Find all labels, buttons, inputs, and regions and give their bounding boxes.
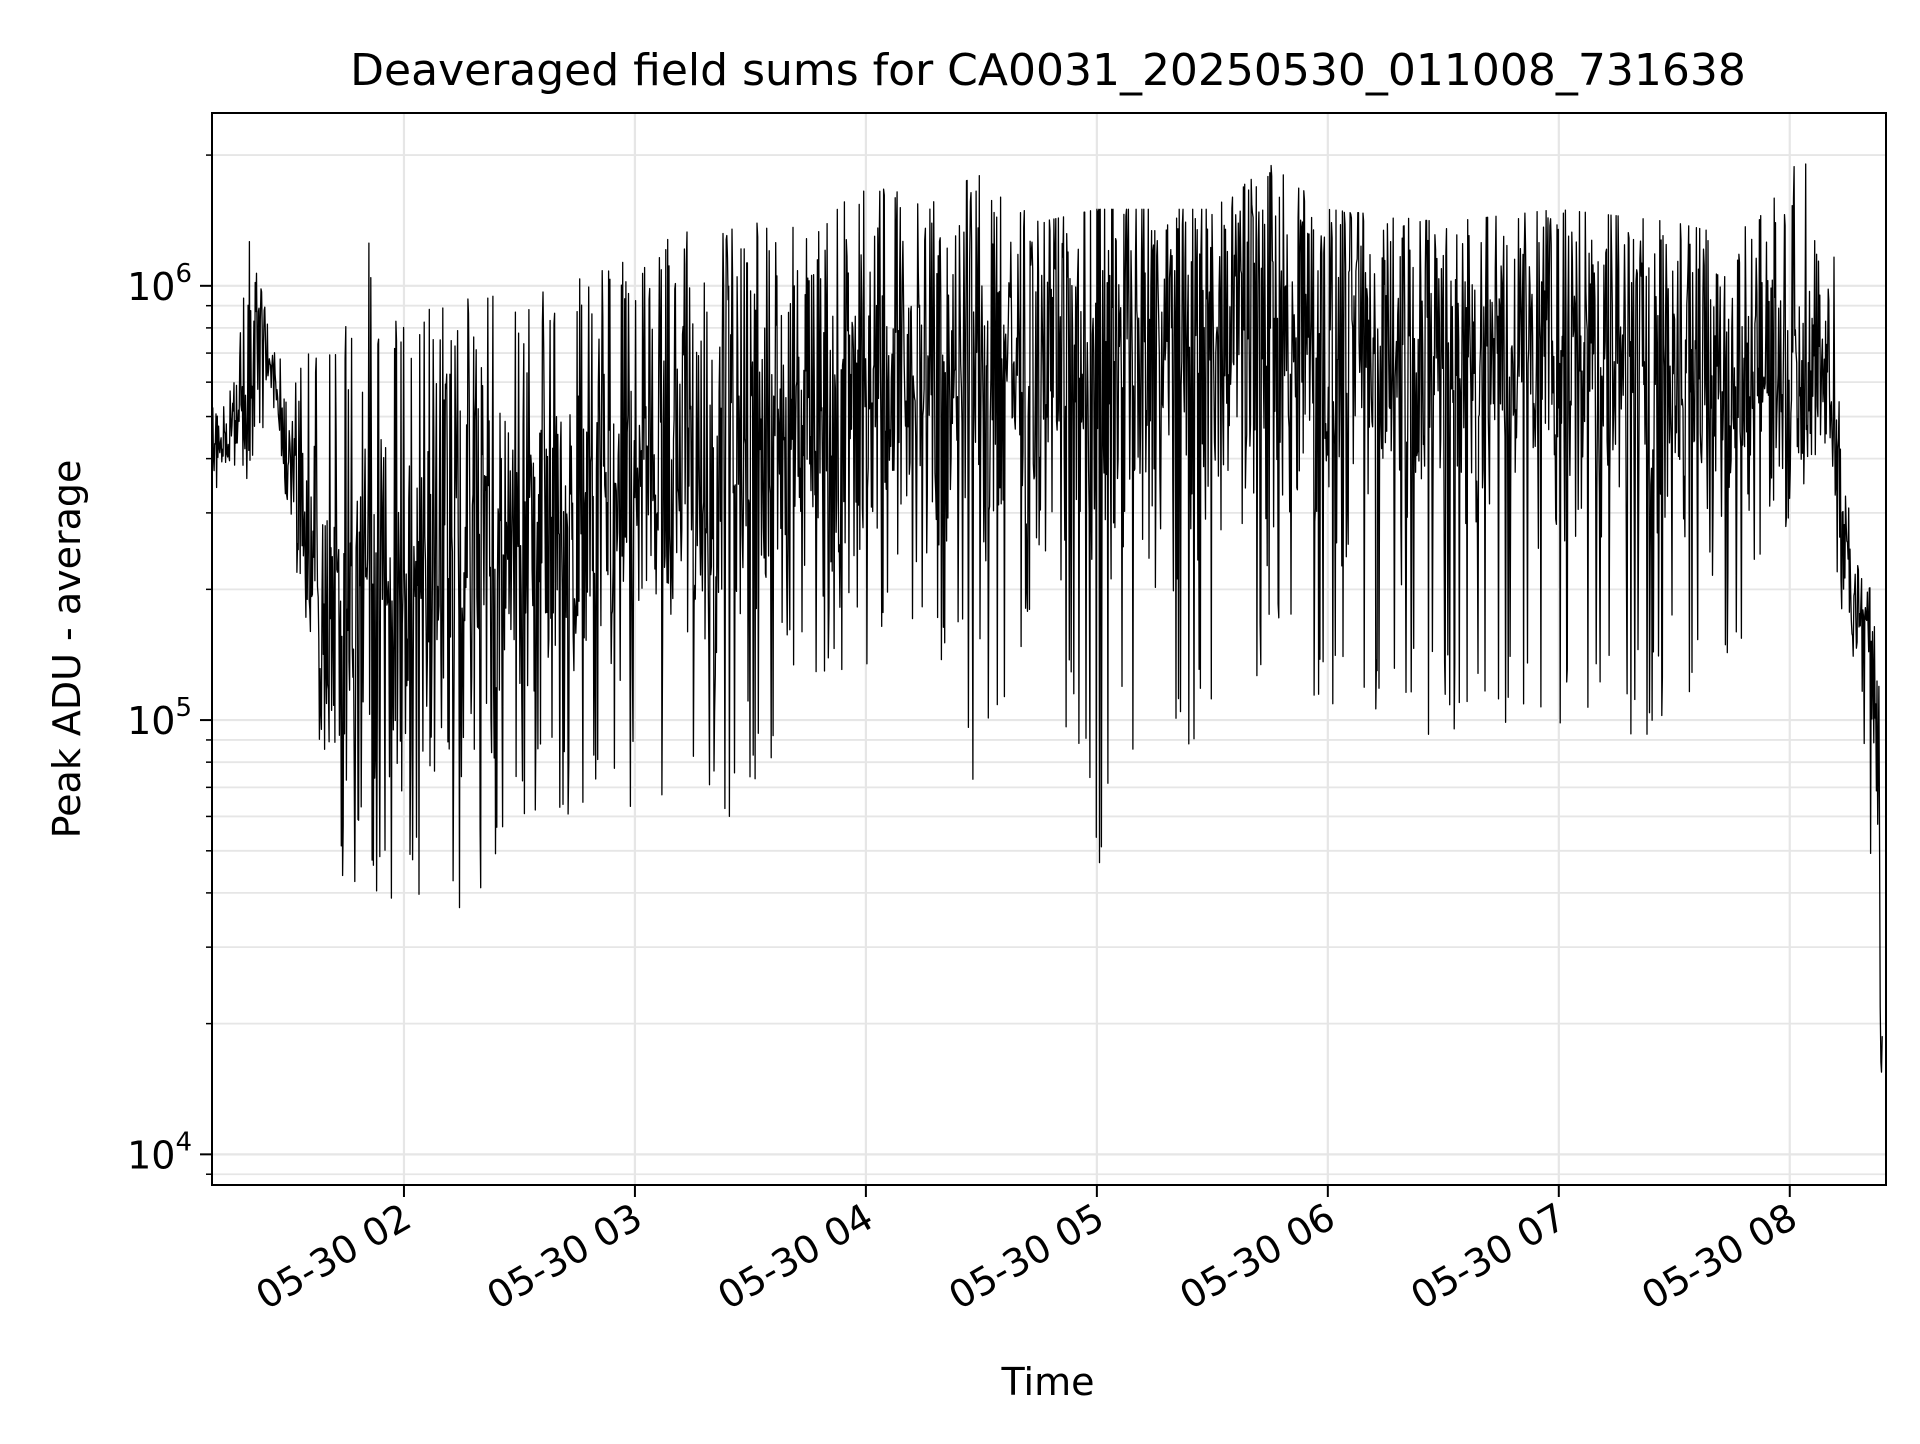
- y-tick-label: 104: [127, 1127, 192, 1177]
- series-line: [212, 163, 1883, 1073]
- x-axis-label: Time: [1001, 1360, 1095, 1404]
- y-tick-label: 106: [127, 259, 192, 309]
- plot-frame: [211, 112, 1887, 1186]
- y-tick-label: 105: [127, 693, 192, 743]
- chart-title: Deaveraged field sums for CA0031_2025053…: [350, 45, 1746, 96]
- y-axis-ticks: 104 105 106: [127, 154, 212, 1177]
- y-axis-label: Peak ADU - average: [45, 460, 89, 839]
- series-layer: [212, 163, 1883, 1073]
